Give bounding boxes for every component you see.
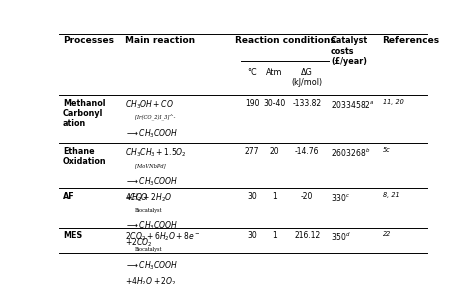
Text: 30: 30 (247, 191, 257, 201)
Text: Processes: Processes (63, 36, 114, 45)
Text: 190: 190 (245, 99, 259, 108)
Text: [MoVNbPd]: [MoVNbPd] (135, 163, 165, 168)
Text: -14.76: -14.76 (295, 147, 319, 156)
Text: Atm: Atm (266, 68, 283, 77)
Text: $4CO + 2H_2O$: $4CO + 2H_2O$ (125, 191, 173, 204)
Text: $\longrightarrow  CH_3COOH$: $\longrightarrow CH_3COOH$ (125, 220, 179, 233)
Text: $\longrightarrow  CH_3COOH$: $\longrightarrow CH_3COOH$ (125, 127, 179, 139)
Text: $CH_3OH + CO$: $CH_3OH + CO$ (125, 99, 174, 111)
Text: 8, 21: 8, 21 (383, 191, 399, 198)
Text: 216.12: 216.12 (294, 231, 320, 240)
Text: $330^{c}$: $330^{c}$ (331, 191, 351, 202)
Text: 22: 22 (383, 231, 391, 237)
Text: 277: 277 (245, 147, 259, 156)
Text: 5c: 5c (383, 147, 390, 153)
Text: 11, 20: 11, 20 (383, 99, 403, 105)
Text: $\longrightarrow  CH_3COOH$: $\longrightarrow CH_3COOH$ (125, 259, 179, 272)
Text: Reaction conditions: Reaction conditions (235, 36, 336, 45)
Text: 20: 20 (269, 147, 279, 156)
Text: $2CO_2 + 6H_2O + 8e^-$: $2CO_2 + 6H_2O + 8e^-$ (125, 231, 201, 243)
Text: $2603268^{b}$: $2603268^{b}$ (331, 147, 370, 159)
Text: 1: 1 (272, 231, 276, 240)
Text: ΔG
(kJ/mol): ΔG (kJ/mol) (292, 68, 323, 87)
Text: Methanol
Carbonyl
ation: Methanol Carbonyl ation (63, 99, 105, 128)
Text: Biocatalyst: Biocatalyst (135, 208, 162, 213)
Text: 30-40: 30-40 (263, 99, 285, 108)
Text: 30: 30 (247, 231, 257, 240)
Text: $20334582^{a}$: $20334582^{a}$ (331, 99, 375, 110)
Text: °C: °C (247, 68, 257, 77)
Text: [Ir(CO_2)I_3]^-: [Ir(CO_2)I_3]^- (135, 115, 175, 121)
Text: Biocatalyst: Biocatalyst (135, 247, 162, 252)
Text: $CH_3CH_3 + 1.5O_2$: $CH_3CH_3 + 1.5O_2$ (125, 147, 187, 159)
Text: 1: 1 (272, 191, 276, 201)
Text: Ethane
Oxidation: Ethane Oxidation (63, 147, 107, 166)
Text: $+ 4H_2O + 2O_2$: $+ 4H_2O + 2O_2$ (125, 276, 177, 284)
Text: Catalyst
costs
(£/year): Catalyst costs (£/year) (331, 36, 368, 66)
Text: MES: MES (63, 231, 82, 240)
Text: References: References (383, 36, 440, 45)
Text: $\longrightarrow  CH_3COOH$: $\longrightarrow CH_3COOH$ (125, 175, 179, 188)
Text: AF: AF (63, 191, 74, 201)
Text: $+ 2CO_2$: $+ 2CO_2$ (125, 236, 153, 249)
Text: -133.82: -133.82 (292, 99, 322, 108)
Text: Main reaction: Main reaction (125, 36, 195, 45)
Text: $+ H_2O$: $+ H_2O$ (125, 191, 149, 204)
Text: -20: -20 (301, 191, 313, 201)
Text: $350^{d}$: $350^{d}$ (331, 231, 351, 243)
